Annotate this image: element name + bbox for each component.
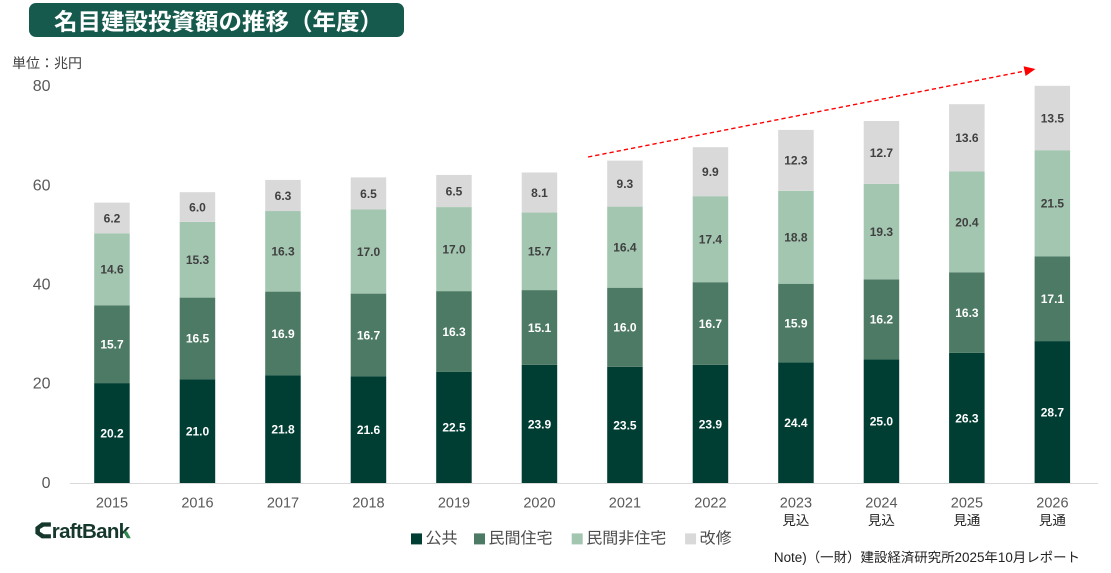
svg-text:24.4: 24.4: [784, 416, 808, 430]
svg-text:16.9: 16.9: [271, 327, 295, 341]
svg-text:23.9: 23.9: [528, 417, 552, 431]
svg-text:15.7: 15.7: [100, 338, 124, 352]
svg-text:17.1: 17.1: [1041, 292, 1065, 306]
svg-text:6.0: 6.0: [189, 200, 206, 214]
svg-text:2018: 2018: [352, 496, 384, 512]
svg-text:14.6: 14.6: [100, 263, 124, 277]
svg-text:15.7: 15.7: [528, 245, 552, 259]
svg-text:15.3: 15.3: [186, 253, 210, 267]
svg-text:8.1: 8.1: [531, 186, 548, 200]
svg-text:20.4: 20.4: [955, 215, 979, 229]
svg-text:15.1: 15.1: [528, 321, 552, 335]
svg-text:見込: 見込: [868, 513, 896, 528]
svg-text:21.0: 21.0: [186, 424, 210, 438]
svg-text:16.3: 16.3: [271, 245, 295, 259]
svg-text:2015: 2015: [96, 496, 128, 512]
svg-text:見込: 見込: [782, 513, 810, 528]
svg-text:Note)（一財）建設経済研究所2025年10月レポート: Note)（一財）建設経済研究所2025年10月レポート: [774, 550, 1080, 565]
svg-text:13.5: 13.5: [1041, 111, 1065, 125]
svg-text:2020: 2020: [523, 496, 555, 512]
svg-text:23.9: 23.9: [699, 417, 723, 431]
svg-text:2023: 2023: [780, 496, 812, 512]
svg-text:改修: 改修: [700, 530, 732, 548]
svg-text:民間非住宅: 民間非住宅: [586, 530, 666, 548]
svg-text:6.5: 6.5: [446, 184, 463, 198]
svg-text:26.3: 26.3: [955, 411, 979, 425]
svg-text:民間住宅: 民間住宅: [489, 530, 553, 548]
svg-text:17.4: 17.4: [699, 233, 723, 247]
svg-text:40: 40: [33, 277, 51, 294]
svg-text:21.6: 21.6: [357, 423, 381, 437]
svg-text:6.2: 6.2: [104, 211, 121, 225]
svg-text:6.5: 6.5: [360, 187, 377, 201]
svg-text:13.6: 13.6: [955, 131, 979, 145]
svg-text:2025: 2025: [951, 496, 983, 512]
svg-text:12.7: 12.7: [870, 146, 894, 160]
svg-text:見通: 見通: [953, 513, 981, 528]
svg-text:16.4: 16.4: [613, 241, 637, 255]
svg-text:19.3: 19.3: [870, 225, 894, 239]
svg-text:16.3: 16.3: [955, 306, 979, 320]
svg-text:15.9: 15.9: [784, 316, 808, 330]
svg-text:2017: 2017: [267, 496, 299, 512]
svg-text:12.3: 12.3: [784, 154, 808, 168]
svg-text:16.0: 16.0: [613, 321, 637, 335]
svg-text:見通: 見通: [1039, 513, 1067, 528]
svg-text:17.0: 17.0: [442, 243, 466, 257]
svg-text:20.2: 20.2: [100, 426, 124, 440]
svg-text:16.3: 16.3: [442, 325, 466, 339]
svg-text:2026: 2026: [1036, 496, 1068, 512]
svg-text:80: 80: [33, 78, 51, 95]
svg-text:raftBank: raftBank: [52, 520, 131, 543]
svg-text:21.8: 21.8: [271, 423, 295, 437]
svg-text:60: 60: [33, 177, 51, 194]
svg-text:2016: 2016: [181, 496, 213, 512]
svg-text:25.0: 25.0: [870, 415, 894, 429]
svg-text:16.7: 16.7: [357, 328, 381, 342]
svg-text:16.5: 16.5: [186, 332, 210, 346]
svg-text:2024: 2024: [865, 496, 897, 512]
svg-text:9.3: 9.3: [617, 177, 634, 191]
svg-text:22.5: 22.5: [442, 421, 466, 435]
svg-text:2022: 2022: [694, 496, 726, 512]
svg-text:16.2: 16.2: [870, 313, 894, 327]
svg-text:17.0: 17.0: [357, 245, 381, 259]
svg-text:公共: 公共: [426, 530, 458, 548]
svg-text:6.3: 6.3: [275, 189, 292, 203]
svg-text:0: 0: [42, 475, 51, 492]
svg-text:28.7: 28.7: [1041, 405, 1065, 419]
svg-text:18.8: 18.8: [784, 231, 808, 245]
svg-text:20: 20: [33, 376, 51, 393]
svg-text:2019: 2019: [438, 496, 470, 512]
svg-text:単位：兆円: 単位：兆円: [12, 55, 82, 71]
svg-text:23.5: 23.5: [613, 418, 637, 432]
svg-text:21.5: 21.5: [1041, 197, 1065, 211]
svg-text:9.9: 9.9: [702, 165, 719, 179]
svg-text:16.7: 16.7: [699, 317, 723, 331]
svg-text:2021: 2021: [609, 496, 641, 512]
